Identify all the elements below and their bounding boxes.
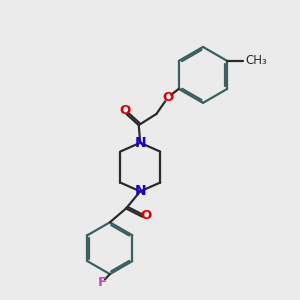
Text: O: O bbox=[162, 91, 173, 104]
Text: O: O bbox=[140, 209, 152, 222]
Text: F: F bbox=[98, 276, 107, 290]
Text: N: N bbox=[134, 184, 146, 198]
Text: O: O bbox=[119, 104, 130, 117]
Text: CH₃: CH₃ bbox=[245, 54, 267, 68]
Text: N: N bbox=[134, 136, 146, 150]
